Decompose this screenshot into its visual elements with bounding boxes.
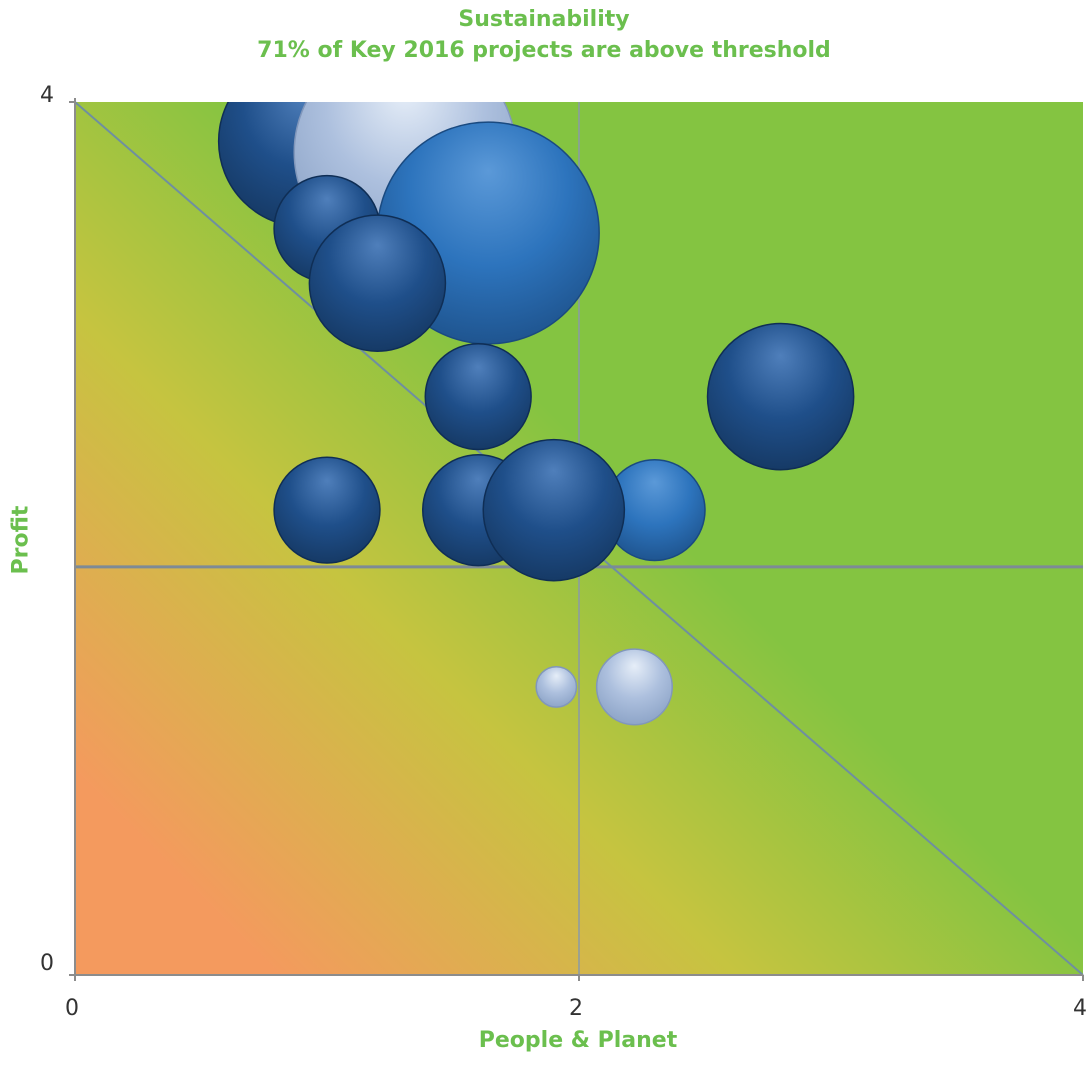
y-tick-label-0: 0 bbox=[40, 951, 54, 976]
bubble-13 bbox=[535, 666, 578, 708]
bubble-14 bbox=[595, 648, 673, 726]
bubble-series bbox=[217, 102, 855, 726]
chart-title: Sustainability 71% of Key 2016 projects … bbox=[0, 4, 1088, 66]
bubble-12 bbox=[482, 438, 626, 582]
tick-labels: 0 2 4 0 4 bbox=[40, 83, 1087, 1021]
bubble-7 bbox=[424, 342, 532, 451]
y-axis-title: Profit bbox=[8, 505, 34, 575]
x-tick-label-0: 0 bbox=[65, 996, 79, 1021]
x-tick-label-2: 2 bbox=[569, 996, 583, 1021]
chart-subtitle-line: 71% of Key 2016 projects are above thres… bbox=[257, 38, 831, 63]
bubble-6 bbox=[308, 214, 447, 352]
bubble-9 bbox=[273, 456, 381, 564]
x-axis-title: People & Planet bbox=[478, 1028, 678, 1053]
chart-title-line: Sustainability bbox=[458, 7, 630, 32]
x-tick-label-4: 4 bbox=[1073, 996, 1087, 1021]
y-tick-label-4: 4 bbox=[40, 83, 54, 108]
bubble-8 bbox=[706, 322, 855, 471]
